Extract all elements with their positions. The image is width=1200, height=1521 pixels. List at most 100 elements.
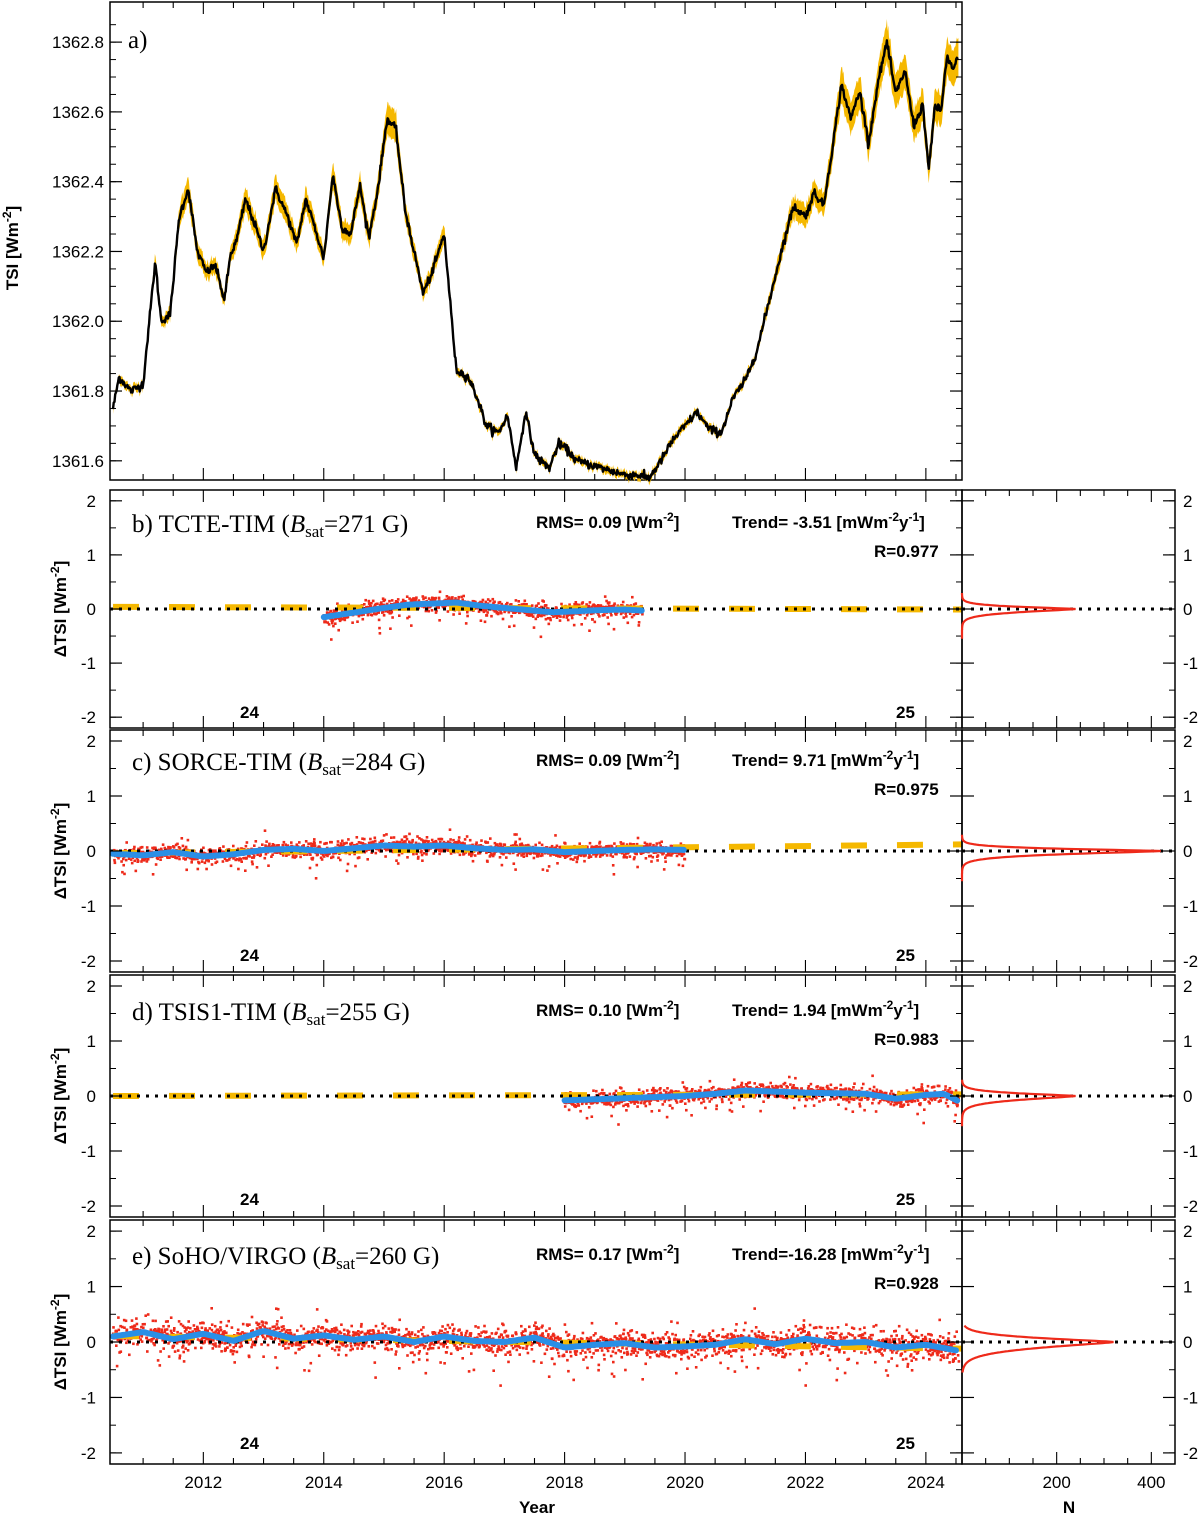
panel-e-scatter-point — [345, 1344, 349, 1347]
panel-c-scatter-point — [636, 865, 639, 869]
panel-d-scatter-point — [774, 1095, 777, 1098]
panel-b-scatter-point — [607, 622, 610, 626]
panel-e-scatter-point — [185, 1328, 188, 1331]
panel-c-smoothed-line — [110, 842, 687, 860]
panel-d-scatter-point — [827, 1087, 830, 1090]
panel-e-scatter-point — [239, 1342, 243, 1345]
panel-e-scatter-point — [340, 1323, 343, 1326]
panel-d-scatter-point — [892, 1092, 895, 1096]
panel-d-scatter-point — [954, 1113, 957, 1117]
panel-c-scatter-point — [500, 863, 504, 867]
panel-c-scatter-point — [186, 838, 190, 842]
panel-c-scatter-point — [156, 857, 160, 861]
panel-e-scatter-point — [296, 1329, 299, 1332]
panel-c-scatter-point — [284, 843, 287, 846]
panel-c-scatter-point — [261, 843, 264, 846]
panel-c-scatter-point — [272, 843, 276, 847]
panel-c-scatter-point — [342, 844, 345, 848]
panel-c-scatter-point — [664, 860, 667, 863]
panel-c-scatter-point — [648, 854, 651, 858]
panel-c-scatter-point — [218, 847, 222, 850]
panel-c-scatter-point — [265, 840, 268, 843]
panel-c-scatter-point — [619, 841, 623, 844]
panel-b-scatter-point — [510, 603, 513, 606]
panel-e-scatter-point — [200, 1337, 204, 1341]
panel-b-scatter-point — [417, 599, 421, 602]
panel-d-scatter-point — [776, 1087, 779, 1090]
panel-d-tsis1-tim: d) TSIS1-TIM (Bsat=255 G) RMS= 0.10 [Wm-… — [132, 998, 939, 1209]
panel-d-scatter-point — [720, 1098, 724, 1101]
panel-c-hist-ytick-label: -2 — [1183, 952, 1198, 971]
panel-d-scatter-point — [880, 1090, 883, 1094]
panel-d-scatter-point — [902, 1103, 906, 1106]
panel-c-scatter-point — [212, 851, 216, 854]
panel-a-ytick-label: 1361.8 — [52, 382, 104, 401]
panel-d-scatter-point — [614, 1089, 618, 1093]
panel-e-scatter-point — [276, 1307, 280, 1311]
panel-c-scatter-point — [372, 840, 375, 844]
panel-b-scatter-point — [577, 603, 581, 607]
panel-b-scatter-point — [362, 613, 365, 616]
panel-e-scatter-point — [231, 1352, 235, 1356]
panel-e-scatter-point — [163, 1328, 167, 1331]
panel-d-scatter-point — [944, 1101, 948, 1105]
panel-c-scatter-point — [385, 833, 388, 836]
panel-c-scatter-point — [349, 844, 353, 847]
panel-d-scatter-point — [877, 1101, 881, 1105]
panel-e-trend-label: Trend=-16.28 [mWm — [732, 1245, 893, 1264]
panel-b-scatter-point — [523, 599, 527, 603]
panel-e-title-sub: sat — [336, 1254, 355, 1273]
panel-e-rms-sup: -2 — [663, 1242, 674, 1256]
panel-c-scatter-point — [463, 842, 466, 845]
panel-e-scatter-point — [153, 1343, 156, 1347]
panel-d-scatter-point — [780, 1085, 783, 1089]
panel-c-scatter-point — [166, 856, 170, 859]
panel-d-scatter-point — [872, 1098, 875, 1101]
panel-d-scatter-point — [917, 1088, 920, 1091]
panel-b-scatter-point — [380, 601, 383, 604]
panel-c-scatter-point — [439, 840, 442, 844]
panel-b-scatter-point — [490, 614, 493, 618]
panel-d-scatter-point — [928, 1102, 931, 1105]
panel-d-scatter-point — [797, 1098, 801, 1102]
panel-d-scatter-point — [884, 1091, 888, 1095]
panel-c-scatter-point — [587, 856, 591, 859]
panel-c-scatter-point — [161, 843, 165, 846]
panel-c-scatter-point — [463, 838, 467, 841]
panel-b-scatter-point — [484, 600, 488, 604]
panel-c-scatter-point — [154, 847, 157, 851]
panel-c-scatter-point — [408, 840, 411, 844]
panel-c-scatter-point — [632, 843, 636, 846]
panel-b-scatter-point — [484, 609, 488, 612]
panel-e-scatter-point — [330, 1330, 333, 1333]
panel-b-scatter-point — [554, 614, 557, 617]
panel-b-scatter-point — [523, 611, 527, 615]
panel-e-scatter-point — [312, 1331, 316, 1335]
panel-c-scatter-point — [550, 844, 554, 848]
panel-e-scatter-point — [159, 1350, 162, 1353]
panel-e-scatter-point — [294, 1343, 298, 1347]
panel-d-scatter-point — [848, 1088, 851, 1091]
panel-e-scatter-point — [320, 1342, 323, 1346]
panel-c-scatter-point — [411, 838, 414, 842]
panel-c-scatter-point — [448, 828, 452, 831]
panel-c-scatter-point — [299, 855, 302, 859]
panel-c-scatter-point — [345, 869, 349, 873]
panel-e-scatter-point — [203, 1329, 207, 1332]
panel-c-scatter-point — [381, 839, 385, 842]
panel-c-scatter-point — [281, 854, 285, 857]
panel-d-scatter-point — [811, 1097, 814, 1101]
panel-d-scatter-point — [766, 1096, 770, 1099]
panel-c-scatter-point — [655, 842, 659, 845]
panel-e-scatter-point — [315, 1308, 319, 1311]
panel-c-scatter-point — [502, 852, 505, 856]
panel-d-scatter-point — [712, 1085, 715, 1089]
panel-b-scatter-point — [427, 597, 431, 600]
panel-e-scatter-point — [319, 1337, 322, 1341]
panel-e-scatter-point — [369, 1329, 372, 1332]
panel-d-scatter-point — [687, 1099, 691, 1103]
panel-c-scatter-point — [236, 847, 240, 851]
panel-d-scatter-point — [721, 1100, 724, 1104]
panel-d-scatter-point — [906, 1100, 910, 1103]
panel-c-scatter-point — [341, 839, 344, 843]
